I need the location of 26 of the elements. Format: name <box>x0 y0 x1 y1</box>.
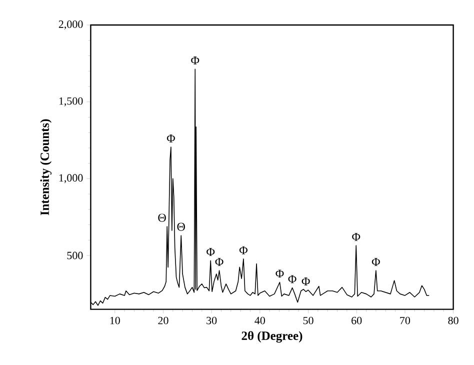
x-tick-label: 40 <box>254 316 265 324</box>
x-tick-label: 10 <box>110 316 120 324</box>
x-tick-label: 60 <box>352 316 362 324</box>
y-axis-title: Intensity (Counts) <box>40 119 52 216</box>
y-tick-label: 1,500 <box>59 97 83 106</box>
y-tick-label: 2,000 <box>58 20 83 30</box>
annotation: Θ <box>177 222 185 231</box>
y-tick-label: 1,000 <box>59 174 83 184</box>
annotation: Φ <box>352 232 360 241</box>
x-tick-label: 70 <box>400 316 410 324</box>
annotation: Φ <box>372 258 380 266</box>
annotation: Φ <box>276 270 284 278</box>
annotation: Φ <box>191 56 200 64</box>
x-tick-label: 50 <box>303 316 314 324</box>
annotation: Φ <box>288 275 296 284</box>
x-axis-title: 2θ (Degree) <box>242 331 302 343</box>
y-tick-label: 500 <box>67 252 83 260</box>
x-tick-label: 80 <box>448 316 458 324</box>
annotation: Φ <box>302 278 310 286</box>
annotation: Φ <box>206 248 215 256</box>
annotation: Θ <box>158 214 166 222</box>
x-tick-label: 20 <box>158 316 168 324</box>
annotation: Φ <box>215 258 224 266</box>
x-tick-label: 30 <box>206 316 217 324</box>
annotation: Φ <box>239 246 248 254</box>
annotation: Φ <box>166 134 175 142</box>
